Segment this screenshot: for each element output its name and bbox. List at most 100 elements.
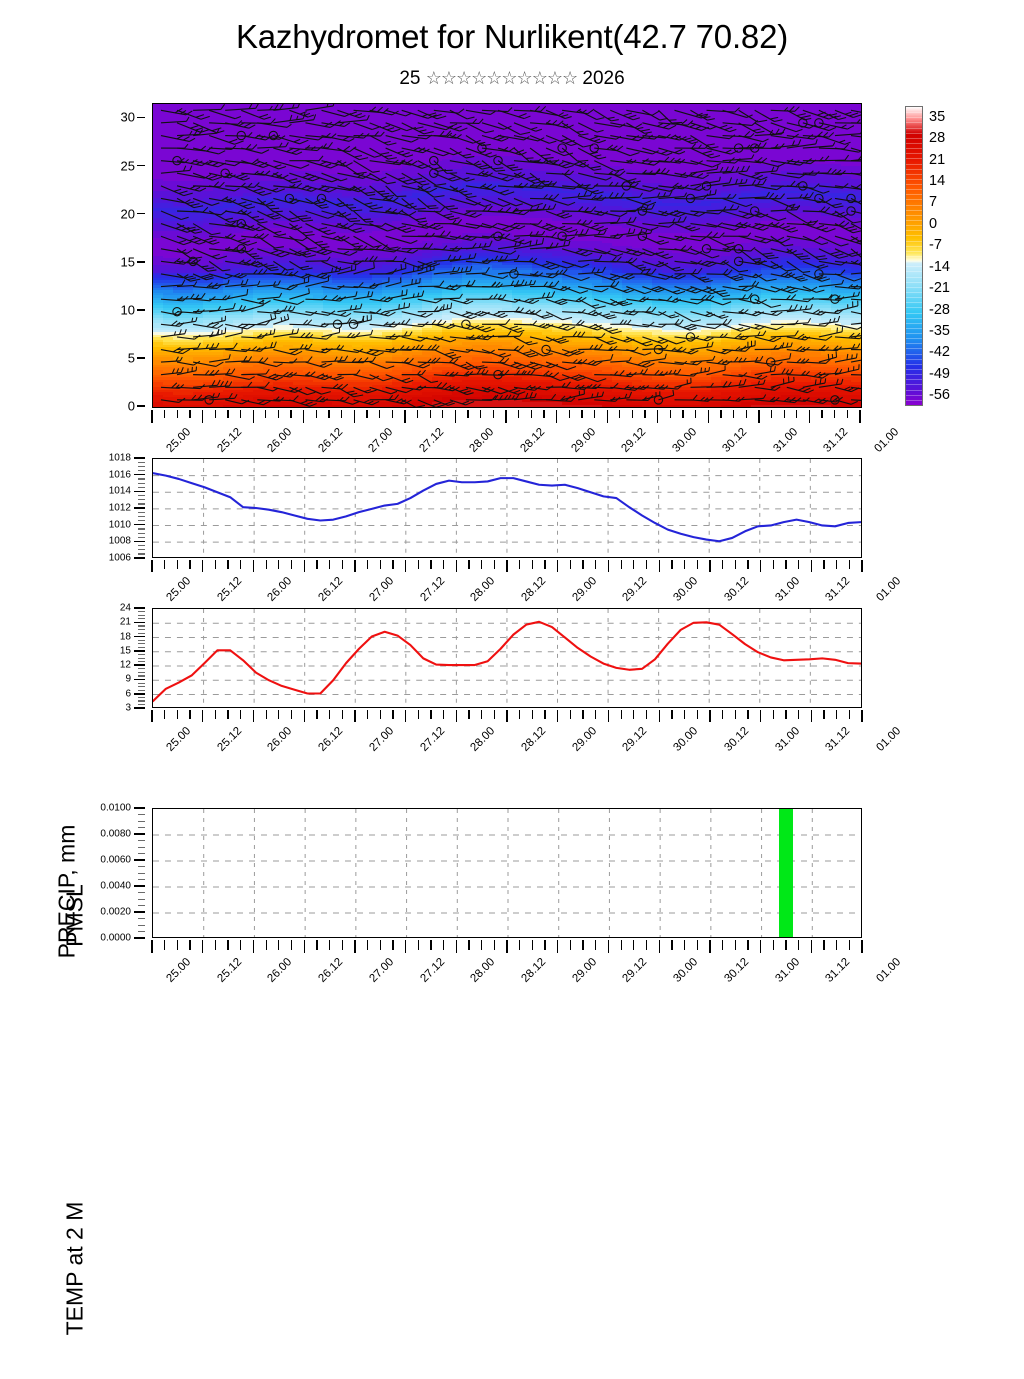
y-minor-tick xyxy=(138,827,145,828)
x-tick-label: 27.12 xyxy=(418,725,447,754)
x-minor-tick xyxy=(418,940,419,950)
x-major-tick xyxy=(405,940,406,953)
wind-barb-overlay xyxy=(153,104,861,408)
y-minor-tick xyxy=(138,672,145,673)
x-major-tick xyxy=(456,710,457,722)
x-major-tick xyxy=(202,940,203,953)
y-tick-label: 0.0100 xyxy=(100,803,131,814)
x-minor-tick xyxy=(544,710,545,719)
x-minor-tick xyxy=(785,940,786,950)
x-tick-label: 31.00 xyxy=(773,725,802,754)
x-major-tick xyxy=(861,560,862,572)
y-minor-tick xyxy=(138,483,145,484)
y-major-tick xyxy=(137,213,145,215)
x-minor-tick xyxy=(849,940,850,950)
colorbar-tick-label: 28 xyxy=(929,130,945,146)
y-major-tick xyxy=(134,911,145,913)
x-minor-tick xyxy=(682,410,683,418)
x-minor-tick xyxy=(430,560,431,569)
x-minor-tick xyxy=(215,410,216,418)
y-major-tick xyxy=(134,507,145,509)
x-tick-label: 30.12 xyxy=(722,725,751,754)
x-minor-tick xyxy=(532,710,533,719)
x-major-tick xyxy=(861,940,862,953)
x-minor-tick xyxy=(684,940,685,950)
x-minor-tick xyxy=(582,940,583,950)
colorbar-tick-label: 35 xyxy=(929,109,945,125)
x-major-tick xyxy=(506,560,507,572)
x-minor-tick xyxy=(392,710,393,719)
y-minor-tick xyxy=(138,905,145,906)
precip-bar xyxy=(779,808,794,937)
y-tick-label: 6 xyxy=(125,688,131,699)
x-minor-tick xyxy=(164,560,165,569)
x-minor-tick xyxy=(291,710,292,719)
x-minor-tick xyxy=(773,940,774,950)
x-major-tick xyxy=(760,940,761,953)
y-minor-tick xyxy=(138,686,145,687)
x-minor-tick xyxy=(177,560,178,569)
y-major-tick xyxy=(134,664,145,666)
temp2m-plot[interactable] xyxy=(152,608,862,708)
x-minor-tick xyxy=(595,560,596,569)
x-minor-tick xyxy=(532,940,533,950)
x-tick-label: 26.12 xyxy=(317,725,346,754)
x-major-tick xyxy=(811,560,812,572)
x-minor-tick xyxy=(481,940,482,950)
x-minor-tick xyxy=(746,410,747,418)
x-minor-tick xyxy=(621,710,622,719)
x-minor-tick xyxy=(227,410,228,418)
x-minor-tick xyxy=(265,410,266,418)
x-tick-label: 30.00 xyxy=(672,956,701,985)
y-minor-tick xyxy=(138,625,145,626)
y-major-tick xyxy=(134,474,145,476)
x-minor-tick xyxy=(735,560,736,569)
x-minor-tick xyxy=(823,940,824,950)
x-minor-tick xyxy=(367,940,368,950)
x-major-tick xyxy=(253,410,254,423)
x-minor-tick xyxy=(316,710,317,719)
y-tick-label: 9 xyxy=(125,674,131,685)
x-minor-tick xyxy=(519,710,520,719)
x-major-tick xyxy=(608,710,609,722)
y-major-tick xyxy=(134,457,145,459)
x-minor-tick xyxy=(329,560,330,569)
x-minor-tick xyxy=(240,560,241,569)
x-minor-tick xyxy=(582,560,583,569)
pmsl-plot[interactable] xyxy=(152,458,862,558)
cross-section-plot[interactable] xyxy=(152,103,862,408)
x-major-tick xyxy=(202,410,203,423)
x-minor-tick xyxy=(570,560,571,569)
y-tick-label: 25 xyxy=(121,158,135,173)
x-minor-tick xyxy=(773,710,774,719)
x-minor-tick xyxy=(796,410,797,418)
x-minor-tick xyxy=(849,710,850,719)
x-major-tick xyxy=(758,410,759,423)
y-minor-tick xyxy=(138,853,145,854)
y-tick-label: 1016 xyxy=(109,469,131,480)
x-minor-tick xyxy=(493,410,494,418)
x-minor-tick xyxy=(278,410,279,418)
x-minor-tick xyxy=(443,940,444,950)
x-minor-tick xyxy=(633,940,634,950)
x-major-tick xyxy=(760,710,761,722)
x-minor-tick xyxy=(380,710,381,719)
y-major-tick xyxy=(134,707,145,709)
x-minor-tick xyxy=(519,940,520,950)
x-major-tick xyxy=(354,940,355,953)
x-minor-tick xyxy=(417,410,418,418)
y-major-tick xyxy=(134,885,145,887)
y-major-tick xyxy=(134,622,145,624)
x-minor-tick xyxy=(836,560,837,569)
x-minor-tick xyxy=(684,560,685,569)
x-minor-tick xyxy=(189,710,190,719)
x-minor-tick xyxy=(735,940,736,950)
precip-plot[interactable] xyxy=(152,808,862,938)
y-minor-tick xyxy=(138,866,145,867)
x-major-tick xyxy=(659,560,660,572)
x-minor-tick xyxy=(798,940,799,950)
x-minor-tick xyxy=(836,710,837,719)
